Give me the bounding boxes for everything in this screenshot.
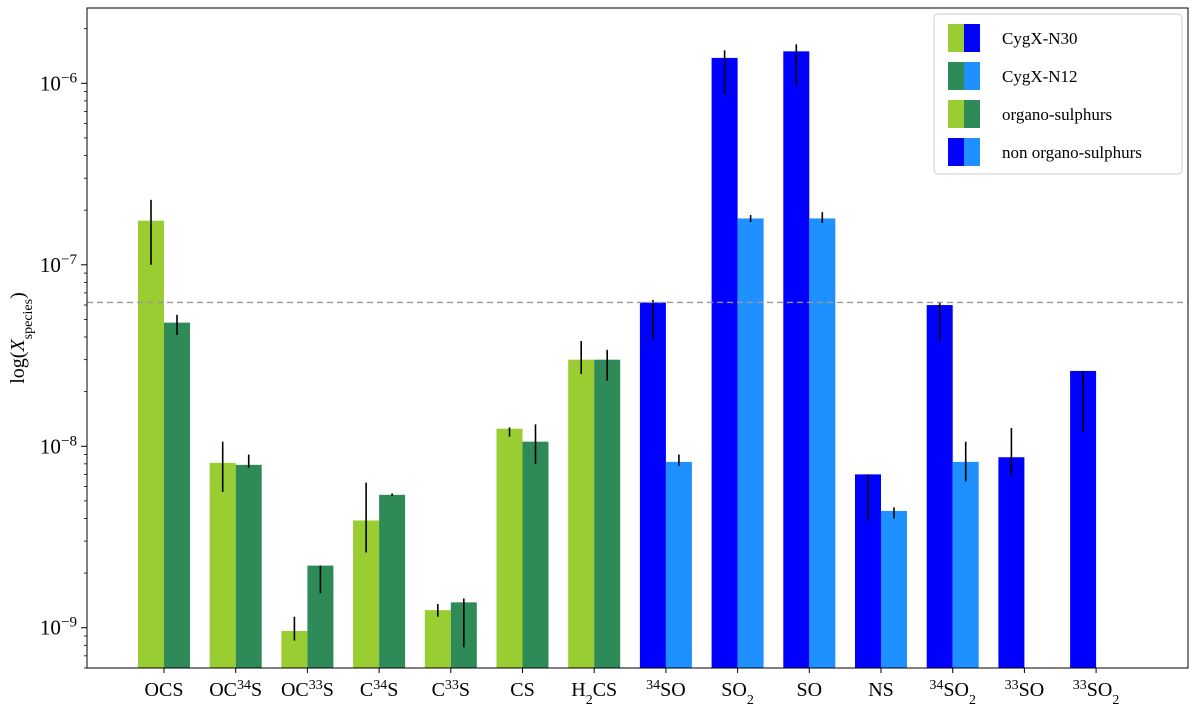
- category-label-11: 34SO2: [929, 678, 976, 706]
- bar-cygx-n30-5: [496, 428, 523, 668]
- bar-cygx-n12-8: [737, 218, 764, 668]
- bar-cygx-n30-6: [568, 359, 595, 668]
- bar-cygx-n30-1: [209, 462, 236, 668]
- axes: 10−9 10−8 10−7 10−6 log(Xspecies) OCS OC34S OC3…: [7, 7, 1189, 706]
- category-label-5: CS: [510, 679, 534, 701]
- bar-cygx-n12-7: [665, 461, 692, 668]
- legend-swatch-right-1: [964, 62, 980, 90]
- legend-label-1: CygX-N12: [1002, 67, 1078, 86]
- y-axis-label: log(Xspecies): [7, 292, 36, 384]
- category-label-13: 33SO2: [1073, 678, 1120, 706]
- bar-cygx-n12-11: [952, 461, 979, 668]
- legend-label-0: CygX-N30: [1002, 29, 1078, 48]
- y-tick-label-3: 10−6: [40, 70, 78, 95]
- legend-swatch-left-3: [948, 138, 964, 166]
- legend-swatch-right-0: [964, 24, 980, 52]
- y-tick-label-2: 10−7: [40, 252, 78, 277]
- bar-cygx-n30-9: [783, 51, 810, 669]
- y-tick-label-0: 10−9: [40, 615, 77, 640]
- legend-swatch-left-0: [948, 24, 964, 52]
- legend-label-2: organo-sulphurs: [1002, 105, 1112, 124]
- category-label-8: SO2: [721, 679, 754, 706]
- plot-area: [87, 44, 1188, 669]
- category-label-0: OCS: [145, 679, 184, 701]
- bar-cygx-n30-8: [711, 57, 738, 668]
- legend-swatch-right-3: [964, 138, 980, 166]
- bar-cygx-n12-0: [164, 322, 190, 668]
- category-label-10: NS: [868, 679, 894, 701]
- category-label-9: SO: [797, 679, 823, 701]
- legend-swatch-left-1: [948, 62, 964, 90]
- category-label-4: C33S: [432, 678, 470, 702]
- plot-frame: [86, 7, 1189, 669]
- bar-cygx-n12-3: [379, 494, 406, 668]
- category-label-3: C34S: [360, 678, 398, 702]
- legend-frame: [933, 13, 1183, 175]
- legend: CygX-N30 CygX-N12 organo-sulphurs non organ…: [933, 13, 1183, 175]
- category-label-12: 33SO: [1005, 678, 1045, 702]
- legend-swatch-right-2: [964, 100, 980, 128]
- category-label-7: 34SO: [646, 678, 686, 702]
- bar-cygx-n30-4: [424, 610, 451, 668]
- bar-cygx-n12-1: [235, 464, 262, 668]
- category-label-6: H2CS: [571, 679, 617, 706]
- bar-cygx-n12-6: [594, 359, 621, 668]
- bar-cygx-n30-7: [639, 302, 666, 668]
- legend-swatch-left-2: [948, 100, 964, 128]
- bar-cygx-n12-10: [881, 510, 907, 668]
- bar-cygx-n30-12: [998, 457, 1025, 668]
- bar-cygx-n12-9: [809, 218, 836, 668]
- bar-cygx-n30-0: [138, 220, 164, 668]
- category-label-2: OC33S: [281, 678, 334, 702]
- bar-cygx-n12-5: [522, 441, 549, 668]
- y-tick-label-1: 10−8: [40, 433, 77, 458]
- legend-label-3: non organo-sulphurs: [1002, 143, 1142, 162]
- category-label-1: OC34S: [209, 678, 262, 702]
- bar-cygx-n30-11: [926, 305, 953, 668]
